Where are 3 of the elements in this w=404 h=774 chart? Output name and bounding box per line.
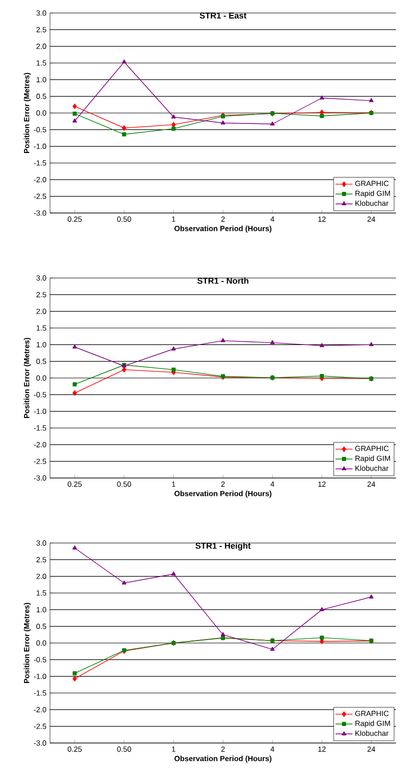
chart-title: STR1 - Height — [195, 542, 251, 550]
chart-title: STR1 - North — [197, 278, 248, 284]
chart-title: STR1 - East — [200, 12, 246, 19]
